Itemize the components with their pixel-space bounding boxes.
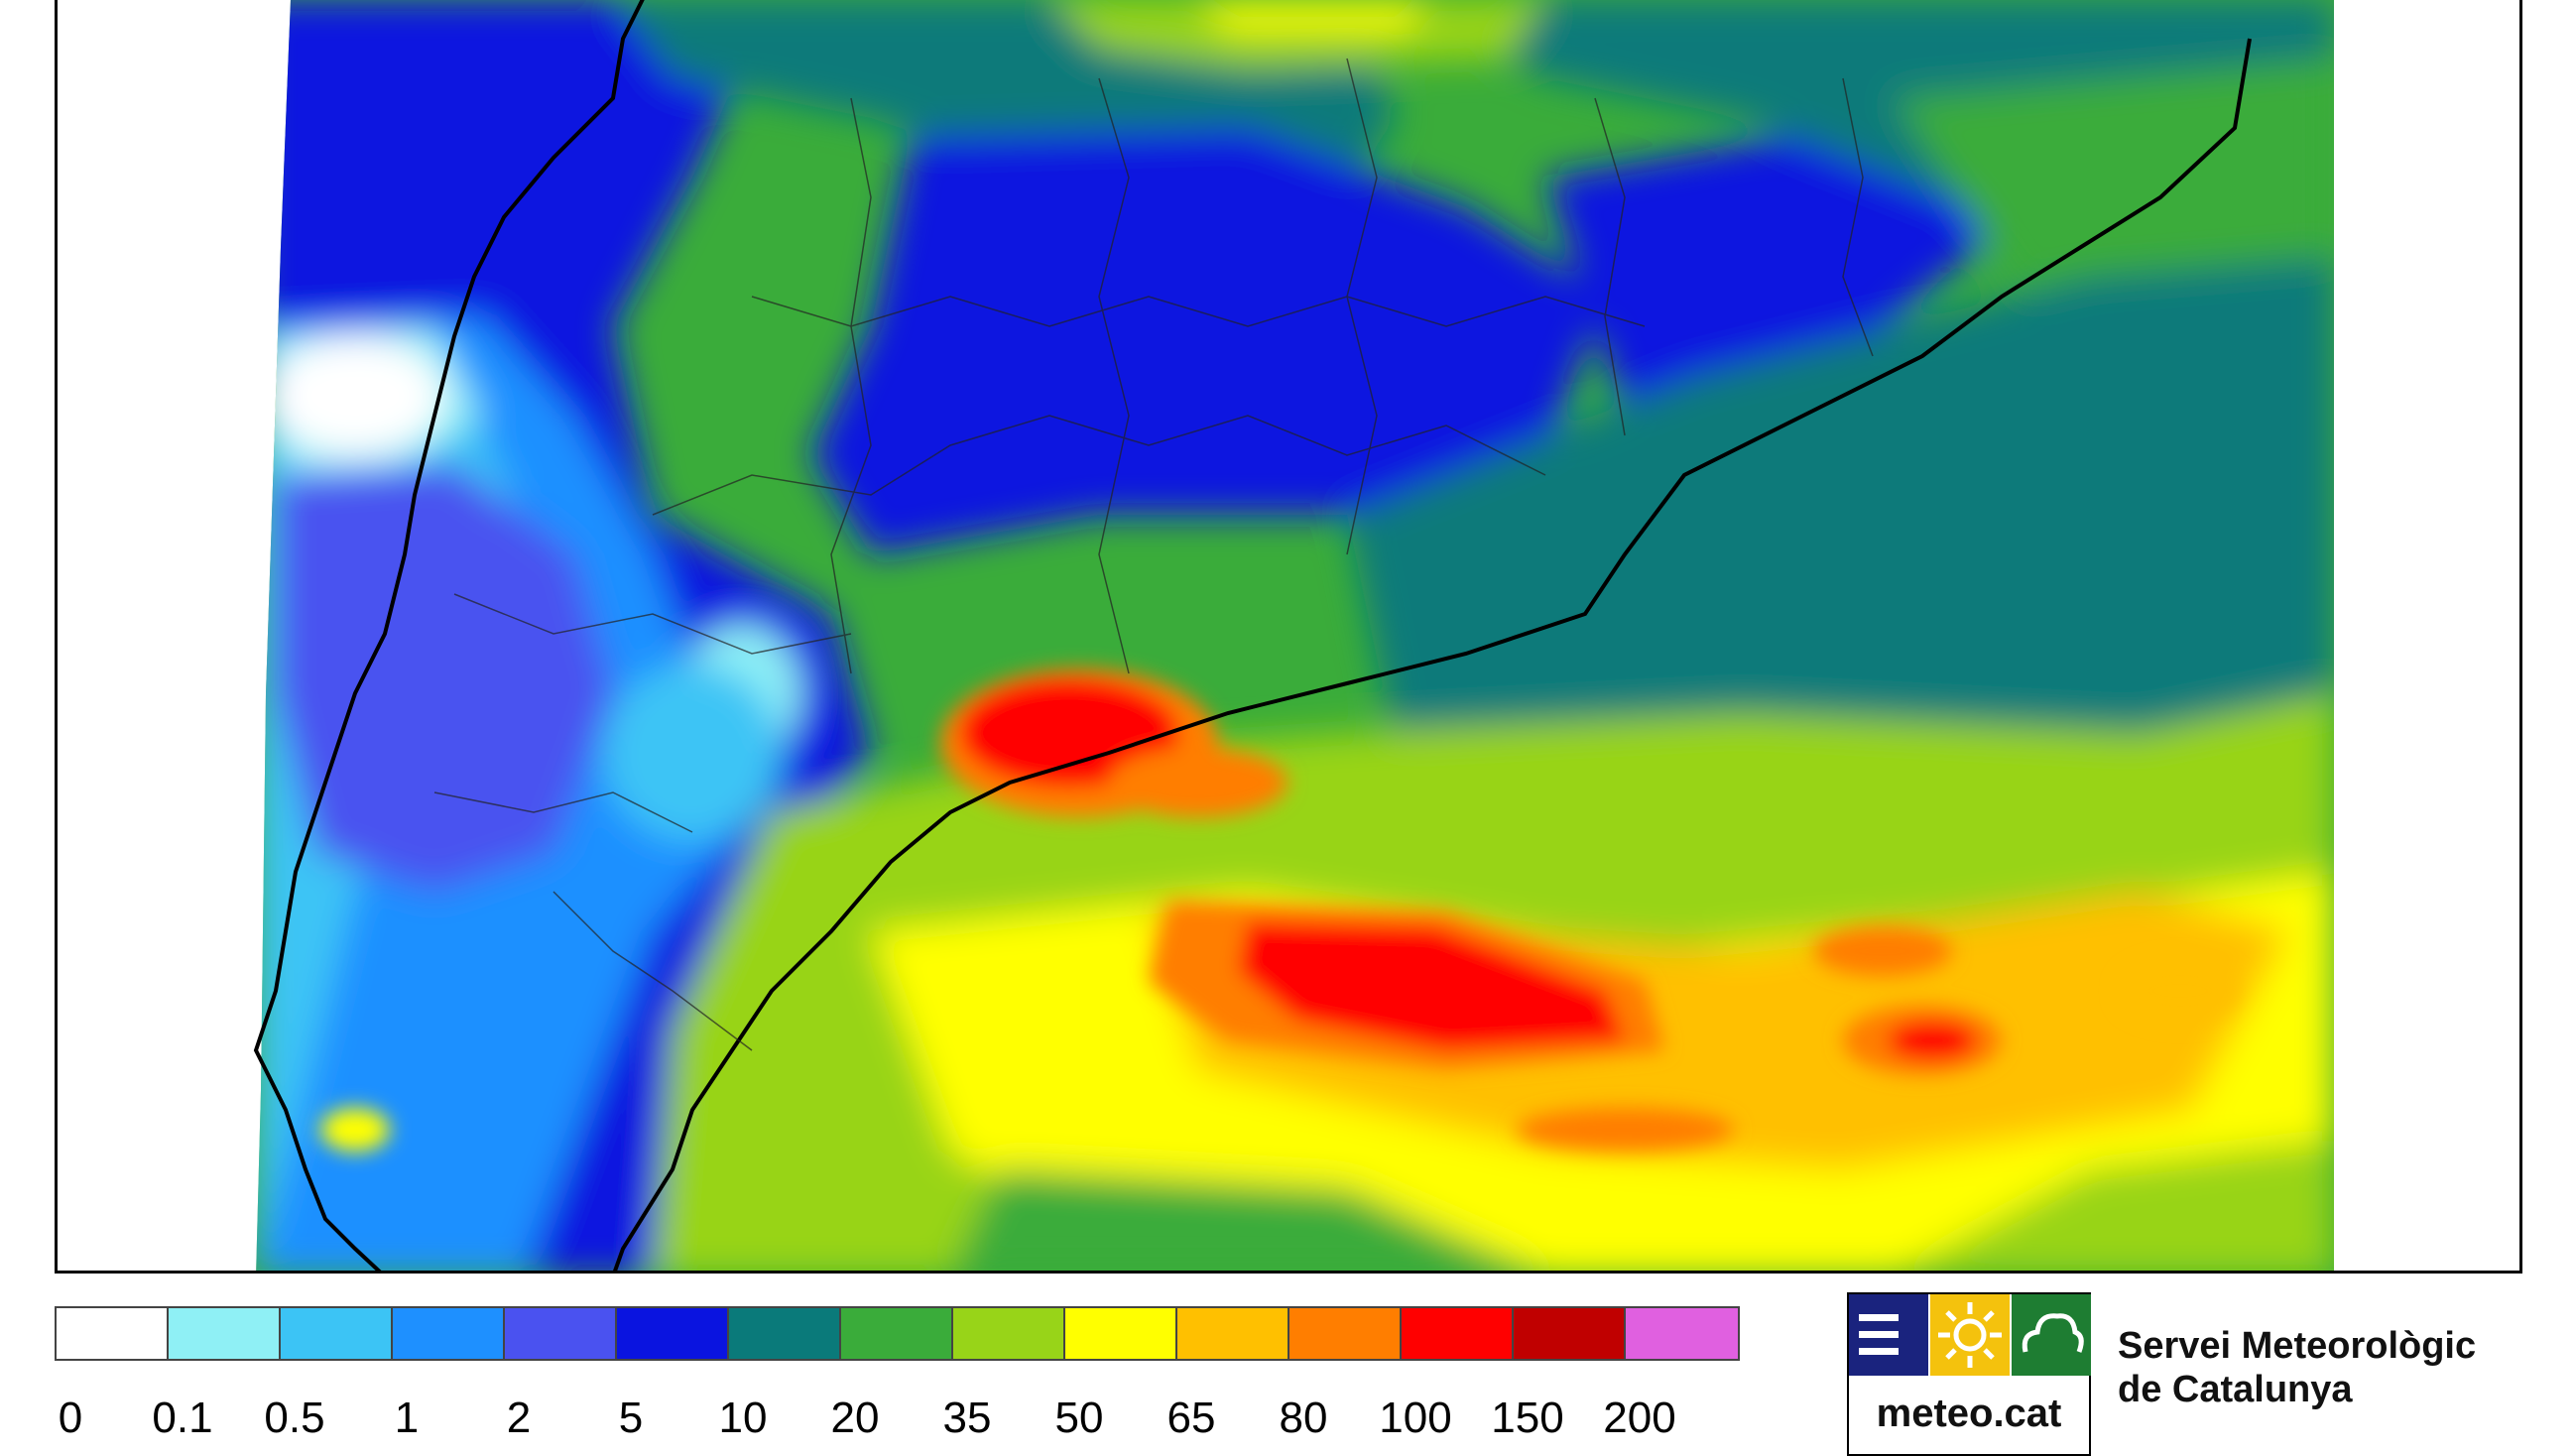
legend-tick-label: 0.5 — [264, 1394, 325, 1442]
meteo-cat-logo: meteo.cat — [1847, 1292, 2091, 1456]
legend-tick-label: 0.1 — [152, 1394, 213, 1442]
precipitation-field — [256, 0, 2334, 1271]
coastline — [613, 38, 2252, 1271]
organization-name-line1: Servei Meteorològic — [2118, 1325, 2477, 1367]
legend-tick-label: 20 — [830, 1394, 880, 1442]
legend-tick-label: 35 — [942, 1394, 992, 1442]
legend-swatch — [1626, 1308, 1738, 1359]
legend-swatch — [953, 1308, 1065, 1359]
logo-text: meteo.cat — [1876, 1392, 2062, 1435]
legend-tick-label: 50 — [1054, 1394, 1104, 1442]
legend-tick-label: 65 — [1166, 1394, 1216, 1442]
legend-tick-label: 0 — [58, 1394, 83, 1442]
legend-tick-label: 100 — [1379, 1394, 1452, 1442]
legend-tick-label: 5 — [618, 1394, 644, 1442]
legend-swatch — [1514, 1308, 1626, 1359]
organization-name-line2: de Catalunya — [2118, 1369, 2353, 1410]
legend-tick-label: 1 — [394, 1394, 420, 1442]
precipitation-map-svg — [253, 0, 2334, 1271]
legend-tick-label: 200 — [1603, 1394, 1676, 1442]
legend-tick-label: 2 — [506, 1394, 532, 1442]
legend-swatch — [841, 1308, 953, 1359]
comarca-boundaries — [433, 58, 1874, 1051]
menu-bars-icon — [1849, 1294, 1928, 1376]
legend-swatch — [57, 1308, 169, 1359]
legend-swatch — [617, 1308, 729, 1359]
legend-tick-label: 80 — [1279, 1394, 1328, 1442]
legend-swatch — [1065, 1308, 1177, 1359]
legend-swatch — [393, 1308, 505, 1359]
border — [253, 0, 645, 1271]
cloud-icon — [2012, 1294, 2091, 1376]
legend-swatch — [1289, 1308, 1402, 1359]
sun-icon — [1930, 1294, 2010, 1376]
legend-swatch — [169, 1308, 281, 1359]
organization-name: Servei Meteorològic de Catalunya — [2118, 1324, 2476, 1411]
precipitation-map[interactable] — [55, 0, 2522, 1274]
legend-swatch — [505, 1308, 617, 1359]
legend-tick-label: 150 — [1491, 1394, 1564, 1442]
precipitation-legend-bar — [55, 1306, 1740, 1361]
legend-swatch — [729, 1308, 841, 1359]
legend-swatch — [281, 1308, 393, 1359]
legend-tick-label: 10 — [718, 1394, 768, 1442]
legend-swatch — [1177, 1308, 1289, 1359]
legend-swatch — [1402, 1308, 1514, 1359]
